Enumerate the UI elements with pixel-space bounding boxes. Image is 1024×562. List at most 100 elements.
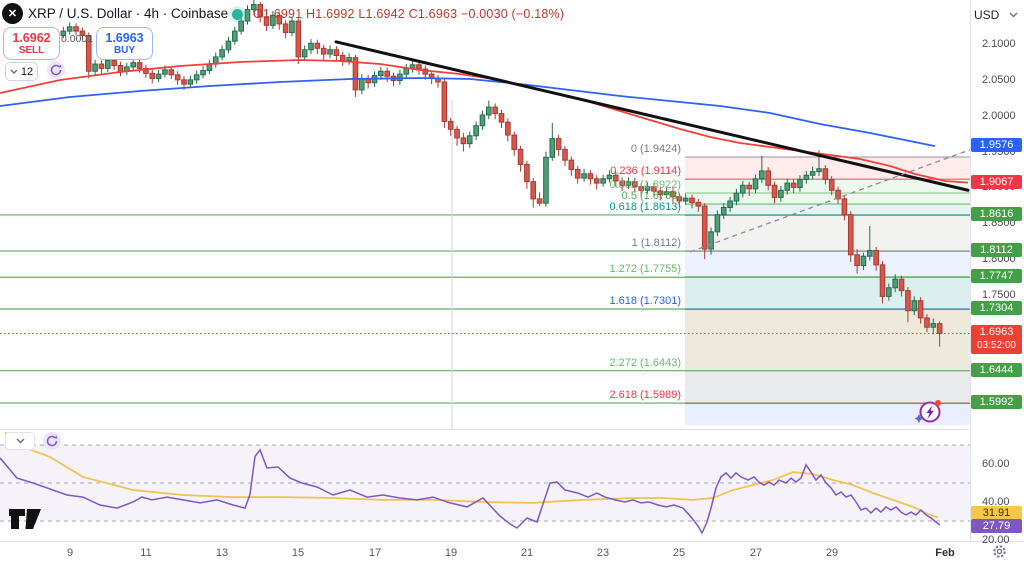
candle-body xyxy=(549,138,556,158)
candle-body xyxy=(574,168,581,179)
candle-body xyxy=(244,9,251,22)
candle-body xyxy=(816,168,822,173)
dashed-trendline xyxy=(689,147,976,253)
currency-selector[interactable]: USD xyxy=(974,6,1022,24)
candle-body xyxy=(219,49,225,58)
candle-body xyxy=(581,173,587,179)
candle-body xyxy=(936,323,943,334)
candle-body xyxy=(854,254,860,267)
fib-label: 0.382 (1.8922) xyxy=(609,178,681,191)
price-axis-label: 2.0000 xyxy=(982,109,1016,122)
buy-button[interactable]: 1.6963 BUY xyxy=(96,27,153,60)
candle-body xyxy=(924,317,930,328)
refresh-icon[interactable] xyxy=(47,61,65,79)
candle-body xyxy=(740,184,746,194)
candle-body xyxy=(873,249,879,266)
spread-value: 0.0001 xyxy=(60,33,94,45)
price-badge: 1.9067 xyxy=(971,174,1022,189)
candle-body xyxy=(232,30,238,42)
candle-body xyxy=(765,170,772,186)
candle-body xyxy=(562,148,568,161)
sell-label: SELL xyxy=(18,44,45,56)
candle-body xyxy=(898,278,905,292)
candle-body xyxy=(682,197,689,202)
rsi-badge: 31.91 xyxy=(971,505,1022,520)
candle-body xyxy=(619,180,625,186)
candle-body xyxy=(136,62,143,69)
candle-body xyxy=(251,4,257,11)
time-axis-label: 27 xyxy=(749,547,763,559)
quantity-dropdown[interactable]: 12 xyxy=(5,62,38,81)
candle-body xyxy=(486,106,492,116)
rsi-refresh-icon[interactable] xyxy=(43,432,61,450)
candle-body xyxy=(511,134,517,150)
candle-body xyxy=(378,70,384,77)
candle-body xyxy=(66,26,73,32)
time-axis-label: Feb xyxy=(935,547,955,559)
candle-body xyxy=(276,14,283,25)
fib-label: 0.618 (1.8613) xyxy=(609,201,681,214)
candle-body xyxy=(809,171,816,176)
time-axis-label: 23 xyxy=(596,547,610,559)
candle-body xyxy=(746,184,752,190)
fib-band xyxy=(685,251,970,277)
candle-body xyxy=(384,70,390,77)
candle-body xyxy=(593,178,600,184)
candle-body xyxy=(701,205,708,250)
time-axis[interactable] xyxy=(0,541,1024,562)
candle-body xyxy=(403,67,410,75)
fib-band xyxy=(685,204,970,216)
time-axis-label: 11 xyxy=(140,547,152,559)
candle-body xyxy=(625,181,632,186)
candle-body xyxy=(289,20,295,34)
candle-body xyxy=(263,16,270,26)
candle-body xyxy=(568,159,575,170)
gear-icon[interactable] xyxy=(992,544,1007,562)
chevron-down-icon xyxy=(16,438,24,444)
candle-body xyxy=(295,20,302,58)
candle-body xyxy=(759,170,765,180)
candle-body xyxy=(835,189,841,200)
sell-button[interactable]: 1.6962 SELL xyxy=(3,27,60,60)
candle-body xyxy=(346,57,352,61)
candle-body xyxy=(479,114,486,127)
candle-body xyxy=(187,79,194,85)
fib-label: 1.272 (1.7755) xyxy=(609,262,681,275)
fib-band xyxy=(685,370,970,404)
time-axis-label: 15 xyxy=(291,547,305,559)
candle-body xyxy=(867,249,873,257)
candle-body xyxy=(644,186,651,191)
candle-body xyxy=(790,182,797,188)
fib-label: 1 (1.8112) xyxy=(631,237,681,250)
candle-body xyxy=(447,120,454,130)
candle-body xyxy=(784,182,791,191)
candle-body xyxy=(105,59,111,69)
candle-body xyxy=(657,190,664,196)
rsi-axis-label: 60.00 xyxy=(982,458,1010,470)
candle-body xyxy=(359,77,365,91)
rsi-collapse-button[interactable] xyxy=(5,432,35,450)
candle-body xyxy=(632,181,638,188)
tradingview-logo xyxy=(8,506,42,537)
candle-body xyxy=(663,191,670,196)
boost-lightning-button[interactable] xyxy=(913,398,947,424)
candle-body xyxy=(638,186,645,191)
candle-body xyxy=(689,197,695,203)
current-price-badge: 1.6963 03:52:00 xyxy=(971,325,1022,354)
fib-band xyxy=(685,403,970,426)
candle-body xyxy=(828,179,835,191)
candle-body xyxy=(727,200,733,208)
candle-body xyxy=(454,128,460,139)
rsi-ma-line xyxy=(4,431,939,519)
price-badge: 1.7747 xyxy=(971,269,1022,284)
symbol-title[interactable]: XRP / U.S. Dollar · 4h · Coinbase xyxy=(28,6,229,21)
symbol-logo-icon[interactable]: ✕ xyxy=(2,3,23,24)
candle-body xyxy=(905,290,911,312)
candle-body xyxy=(651,186,657,192)
candle-body xyxy=(911,300,918,312)
price-badge: 1.8616 xyxy=(971,206,1022,221)
candle-body xyxy=(587,173,594,180)
candle-body xyxy=(543,156,549,204)
rsi-badge: 27.79 xyxy=(971,518,1022,533)
